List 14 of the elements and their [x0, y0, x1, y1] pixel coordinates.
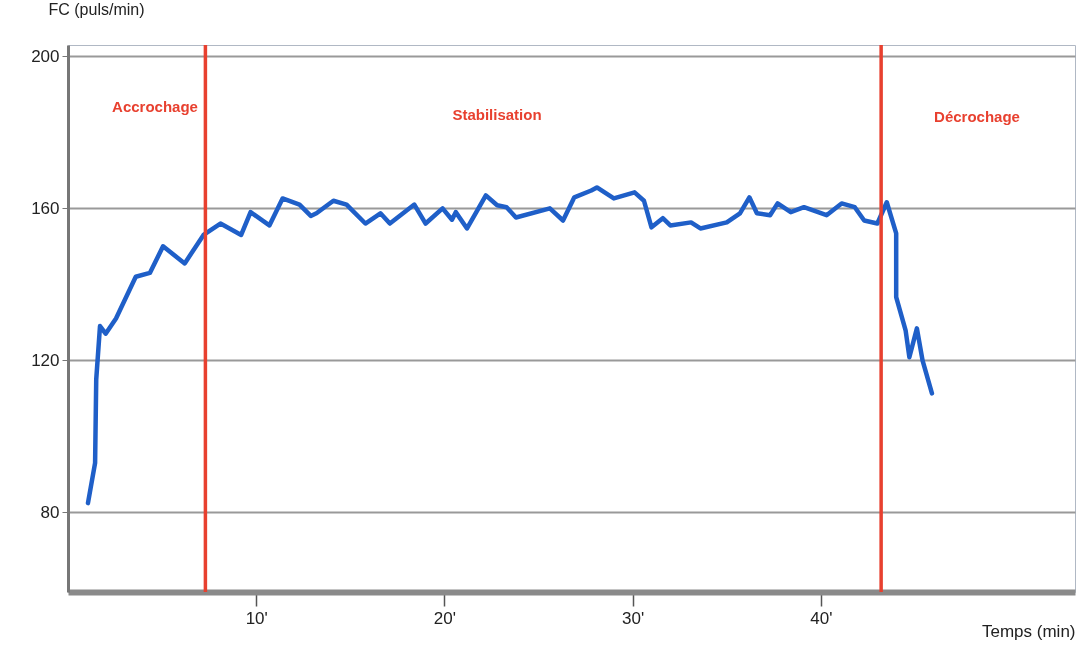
y-tick-label: 120: [31, 350, 60, 370]
annotation: Décrochage: [934, 108, 1020, 125]
y-tick-label: 80: [40, 502, 60, 522]
line-series: [85, 185, 935, 506]
annotation: Stabilisation: [452, 106, 542, 123]
x-tick-label: 20': [433, 608, 457, 628]
y-tick-label: 160: [31, 198, 60, 218]
y-axis-title: FC (puls/min): [48, 0, 145, 18]
x-tick-label: 40': [810, 608, 833, 628]
y-tick-label: 200: [31, 46, 60, 66]
annotation: Accrochage: [112, 98, 198, 115]
x-tick-label: 30': [622, 608, 645, 628]
x-axis-title: Temps (min): [981, 621, 1076, 641]
x-tick-label: 10': [245, 608, 268, 628]
